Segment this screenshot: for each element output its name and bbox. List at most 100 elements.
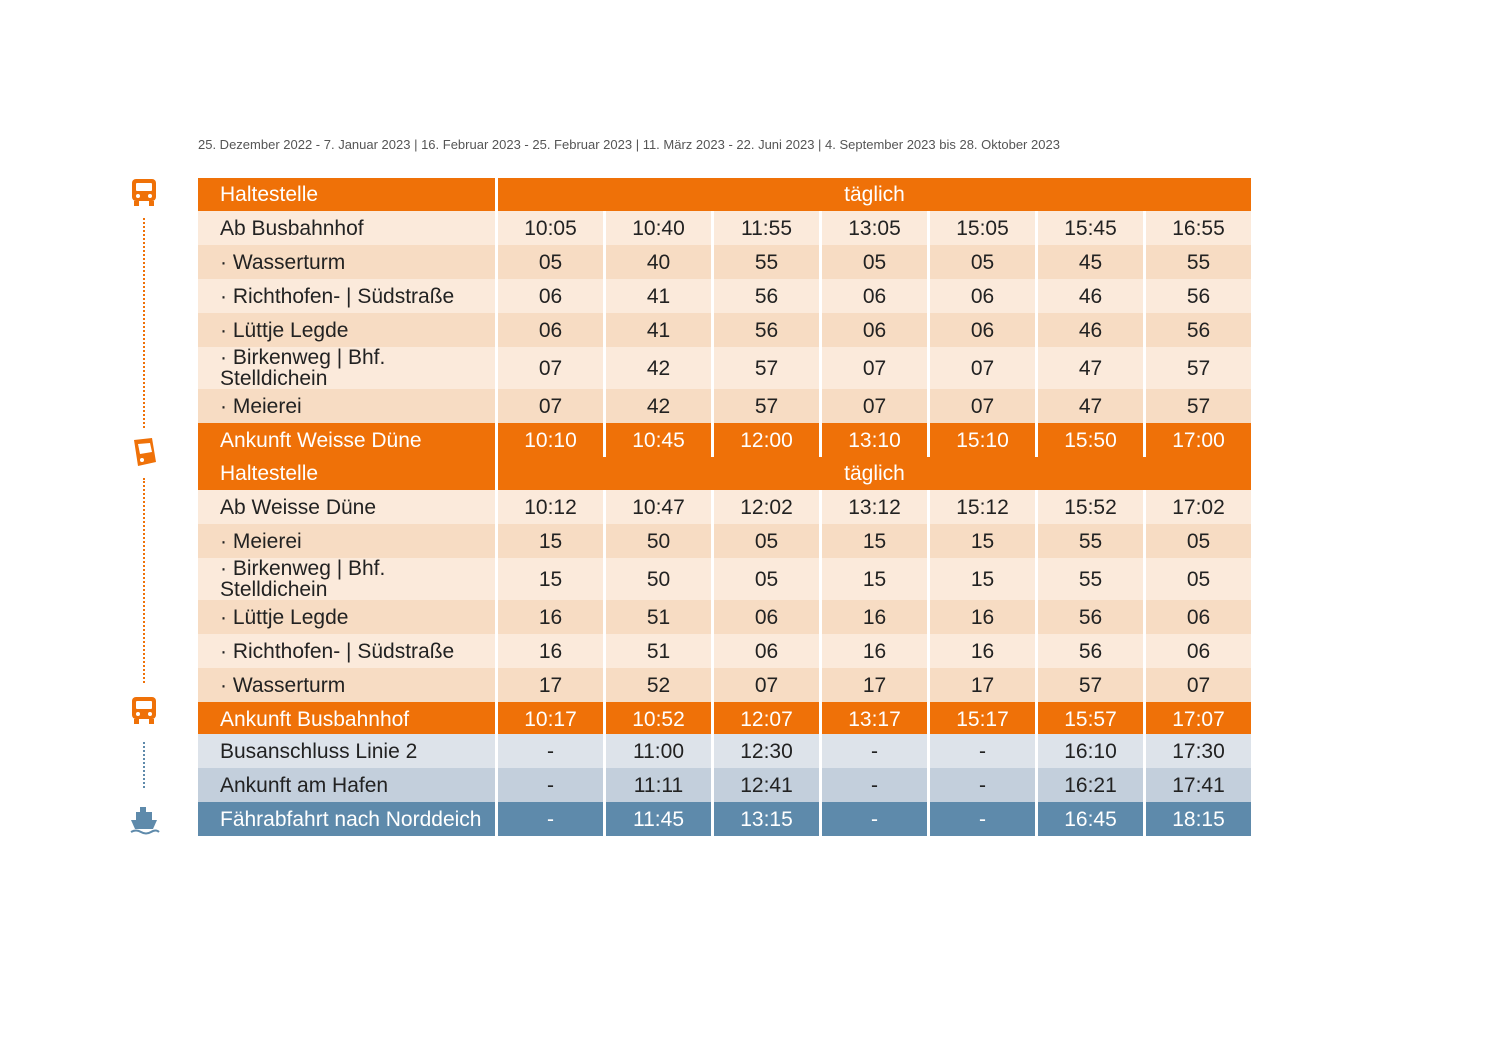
table-row: · Richthofen- | Südstraße 16 51 06 16 16 56 06 <box>198 634 1251 668</box>
time-cell: - <box>498 802 603 836</box>
time-cell: 42 <box>606 347 711 389</box>
table-row: · Richthofen- | Südstraße 06 41 56 06 06 46 56 <box>198 279 1251 313</box>
time-cell: 11:11 <box>606 768 711 802</box>
time-cell: 55 <box>714 245 819 279</box>
table-row: · Lüttje Legde 06 41 56 06 06 46 56 <box>198 313 1251 347</box>
time-cell: 11:45 <box>606 802 711 836</box>
time-cell: - <box>822 802 927 836</box>
outbound-timetable: Haltestelle täglich Ab Busbahnhof 10:05 10… <box>195 178 1254 457</box>
time-cell: 17 <box>822 668 927 702</box>
stop-name: · Lüttje Legde <box>198 600 495 634</box>
days-header: täglich <box>498 178 1251 211</box>
stop-name: · Lüttje Legde <box>198 313 495 347</box>
time-cell: 18:15 <box>1146 802 1251 836</box>
stop-name: Busanschluss Linie 2 <box>198 734 495 768</box>
time-cell: 15 <box>498 524 603 558</box>
time-cell: 50 <box>606 558 711 600</box>
time-cell: 06 <box>714 600 819 634</box>
time-cell: 15:10 <box>930 423 1035 457</box>
stop-name: · Wasserturm <box>198 668 495 702</box>
time-cell: 07 <box>930 347 1035 389</box>
time-cell: 57 <box>714 347 819 389</box>
route-line <box>143 218 145 428</box>
time-cell: 10:12 <box>498 490 603 524</box>
time-cell: - <box>930 734 1035 768</box>
time-cell: 07 <box>498 347 603 389</box>
table-row: · Meierei 15 50 05 15 15 55 05 <box>198 524 1251 558</box>
time-cell: 10:40 <box>606 211 711 245</box>
time-cell: 13:05 <box>822 211 927 245</box>
validity-dates: 25. Dezember 2022 - 7. Januar 2023 | 16.… <box>198 137 1060 152</box>
time-cell: 11:55 <box>714 211 819 245</box>
stop-name: · Wasserturm <box>198 245 495 279</box>
table-row: Ab Busbahnhof 10:05 10:40 11:55 13:05 15:05 15… <box>198 211 1251 245</box>
route-line <box>143 478 145 683</box>
bus-icon <box>132 179 156 206</box>
time-cell: 16 <box>930 600 1035 634</box>
table-row: · Wasserturm 05 40 55 05 05 45 55 <box>198 245 1251 279</box>
time-cell: 06 <box>714 634 819 668</box>
tram-icon <box>134 438 156 466</box>
time-cell: 46 <box>1038 313 1143 347</box>
time-cell: 05 <box>822 245 927 279</box>
time-cell: 12:30 <box>714 734 819 768</box>
time-cell: 56 <box>1146 313 1251 347</box>
table-row: Ab Weisse Düne 10:12 10:47 12:02 13:12 15:12 1… <box>198 490 1251 524</box>
time-cell: 57 <box>714 389 819 423</box>
stop-name: · Meierei <box>198 389 495 423</box>
time-cell: 56 <box>1038 634 1143 668</box>
return-timetable: Haltestelle täglich Ab Weisse Düne 10:12 1… <box>195 457 1254 736</box>
time-cell: 56 <box>1146 279 1251 313</box>
time-cell: 41 <box>606 279 711 313</box>
bus-icon <box>132 697 156 724</box>
time-cell: - <box>498 768 603 802</box>
time-cell: 17 <box>930 668 1035 702</box>
time-cell: 05 <box>498 245 603 279</box>
time-cell: 47 <box>1038 389 1143 423</box>
stop-name: Ankunft Weisse Düne <box>198 423 495 457</box>
time-cell: 57 <box>1038 668 1143 702</box>
time-cell: 15 <box>822 524 927 558</box>
stop-name: Ankunft am Hafen <box>198 768 495 802</box>
time-cell: 15 <box>822 558 927 600</box>
stop-name: · Birkenweg | Bhf. Stelldichein <box>198 558 495 600</box>
time-cell: 46 <box>1038 279 1143 313</box>
time-cell: 13:15 <box>714 802 819 836</box>
time-cell: 05 <box>1146 524 1251 558</box>
time-cell: 15:05 <box>930 211 1035 245</box>
ferry-icon <box>130 807 160 835</box>
time-cell: 17:30 <box>1146 734 1251 768</box>
table-row: · Meierei 07 42 57 07 07 47 57 <box>198 389 1251 423</box>
stop-name: Ab Weisse Düne <box>198 490 495 524</box>
time-cell: 06 <box>1146 600 1251 634</box>
table-row: · Birkenweg | Bhf. Stelldichein 15 50 05 15 1… <box>198 558 1251 600</box>
days-header: täglich <box>498 457 1251 490</box>
time-cell: 06 <box>930 313 1035 347</box>
time-cell: - <box>930 802 1035 836</box>
time-cell: 05 <box>1146 558 1251 600</box>
stop-name: Ankunft Busbahnhof <box>198 702 495 736</box>
time-cell: 10:05 <box>498 211 603 245</box>
time-cell: 05 <box>930 245 1035 279</box>
time-cell: 15:45 <box>1038 211 1143 245</box>
time-cell: - <box>822 734 927 768</box>
table-header: Haltestelle täglich <box>198 178 1251 211</box>
time-cell: 45 <box>1038 245 1143 279</box>
time-cell: 07 <box>498 389 603 423</box>
connection-row: Fährabfahrt nach Norddeich -11:45 13:15- -1… <box>198 802 1251 836</box>
time-cell: 06 <box>1146 634 1251 668</box>
time-cell: 07 <box>714 668 819 702</box>
time-cell: 16 <box>498 634 603 668</box>
time-cell: 57 <box>1146 347 1251 389</box>
connection-row: Busanschluss Linie 2-11:00 12:30- -16:10 17… <box>198 734 1251 768</box>
time-cell: 06 <box>498 313 603 347</box>
time-cell: 40 <box>606 245 711 279</box>
time-cell: 56 <box>714 279 819 313</box>
time-cell: 10:45 <box>606 423 711 457</box>
time-cell: 10:52 <box>606 702 711 736</box>
time-cell: 15 <box>930 524 1035 558</box>
time-cell: 55 <box>1038 558 1143 600</box>
connections-timetable: Busanschluss Linie 2-11:00 12:30- -16:10 17… <box>195 734 1254 836</box>
time-cell: 11:00 <box>606 734 711 768</box>
stop-header: Haltestelle <box>198 178 495 211</box>
